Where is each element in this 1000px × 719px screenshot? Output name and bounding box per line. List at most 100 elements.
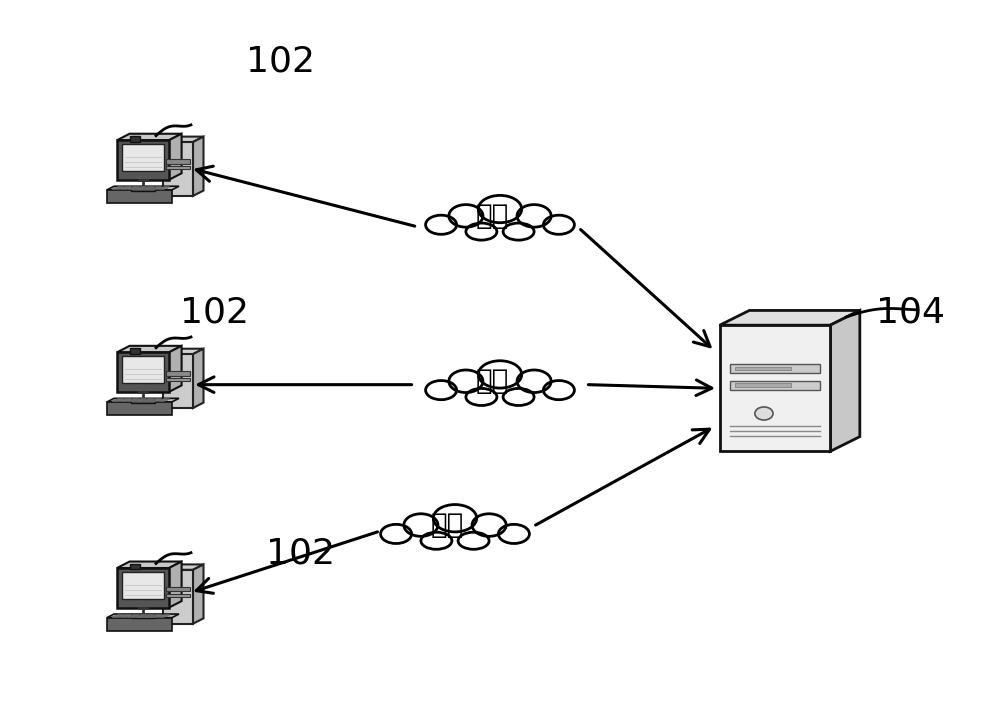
Polygon shape — [117, 186, 123, 187]
Ellipse shape — [466, 223, 497, 240]
Polygon shape — [153, 187, 159, 188]
Polygon shape — [140, 614, 146, 615]
Text: 网络: 网络 — [476, 367, 509, 395]
Polygon shape — [150, 616, 157, 617]
FancyBboxPatch shape — [130, 136, 140, 142]
Circle shape — [755, 407, 773, 420]
Polygon shape — [107, 186, 179, 190]
Polygon shape — [114, 187, 121, 188]
Polygon shape — [160, 187, 167, 188]
Ellipse shape — [426, 215, 457, 234]
Ellipse shape — [421, 532, 452, 549]
Polygon shape — [107, 614, 179, 618]
Polygon shape — [122, 187, 129, 188]
Bar — [735, 383, 791, 387]
Polygon shape — [117, 352, 169, 392]
Ellipse shape — [543, 380, 574, 400]
Bar — [166, 166, 190, 169]
Ellipse shape — [517, 205, 551, 227]
Ellipse shape — [449, 205, 483, 227]
Polygon shape — [127, 400, 134, 401]
Bar — [166, 587, 190, 591]
Polygon shape — [120, 616, 126, 617]
Polygon shape — [130, 399, 136, 400]
Polygon shape — [112, 400, 119, 401]
Text: 102: 102 — [180, 296, 250, 330]
Polygon shape — [124, 398, 131, 399]
Polygon shape — [169, 346, 182, 392]
Polygon shape — [120, 188, 126, 189]
Polygon shape — [117, 134, 182, 140]
Bar — [131, 187, 155, 191]
Polygon shape — [720, 325, 830, 452]
Ellipse shape — [478, 361, 522, 388]
Polygon shape — [145, 187, 152, 188]
Polygon shape — [124, 614, 131, 615]
Polygon shape — [163, 349, 204, 354]
Polygon shape — [163, 137, 204, 142]
Ellipse shape — [472, 514, 506, 536]
Polygon shape — [150, 188, 157, 189]
Bar — [131, 399, 155, 403]
Ellipse shape — [517, 370, 551, 393]
Polygon shape — [135, 616, 142, 617]
Ellipse shape — [458, 532, 489, 549]
Ellipse shape — [498, 524, 529, 544]
Polygon shape — [169, 134, 182, 180]
Polygon shape — [117, 614, 123, 615]
Polygon shape — [147, 398, 154, 399]
Polygon shape — [169, 562, 182, 608]
Polygon shape — [162, 398, 169, 399]
Polygon shape — [107, 398, 179, 402]
Polygon shape — [158, 616, 164, 617]
Bar — [166, 160, 190, 164]
Polygon shape — [143, 400, 149, 401]
Ellipse shape — [466, 388, 497, 406]
Bar — [735, 367, 791, 370]
Polygon shape — [155, 398, 161, 399]
Polygon shape — [720, 311, 860, 325]
Ellipse shape — [543, 215, 574, 234]
Polygon shape — [107, 402, 172, 415]
Polygon shape — [132, 398, 139, 399]
Polygon shape — [117, 140, 169, 180]
Polygon shape — [158, 400, 164, 401]
Polygon shape — [145, 399, 152, 400]
Ellipse shape — [381, 524, 412, 544]
Bar — [166, 378, 190, 381]
Polygon shape — [140, 398, 146, 399]
Text: 104: 104 — [876, 296, 944, 330]
Polygon shape — [135, 188, 142, 189]
Polygon shape — [147, 614, 154, 615]
Polygon shape — [132, 186, 139, 187]
Polygon shape — [158, 188, 164, 189]
Ellipse shape — [426, 380, 457, 400]
Polygon shape — [143, 188, 149, 189]
Polygon shape — [127, 616, 134, 617]
Polygon shape — [140, 186, 146, 187]
Polygon shape — [155, 186, 161, 187]
Bar — [166, 594, 190, 597]
Polygon shape — [112, 188, 119, 189]
Polygon shape — [117, 398, 123, 399]
Polygon shape — [155, 614, 161, 615]
Ellipse shape — [433, 505, 477, 532]
Polygon shape — [122, 399, 129, 400]
Polygon shape — [163, 569, 193, 624]
Polygon shape — [137, 399, 144, 400]
Polygon shape — [117, 562, 182, 568]
Polygon shape — [163, 354, 193, 408]
Polygon shape — [107, 618, 172, 631]
Polygon shape — [163, 142, 193, 196]
Polygon shape — [163, 564, 204, 569]
Polygon shape — [193, 349, 204, 408]
Bar — [730, 380, 820, 390]
Polygon shape — [137, 187, 144, 188]
Polygon shape — [114, 399, 121, 400]
Polygon shape — [117, 568, 169, 608]
Polygon shape — [117, 346, 182, 352]
Polygon shape — [135, 400, 142, 401]
Bar — [122, 356, 164, 383]
Polygon shape — [153, 399, 159, 400]
Polygon shape — [830, 311, 860, 452]
